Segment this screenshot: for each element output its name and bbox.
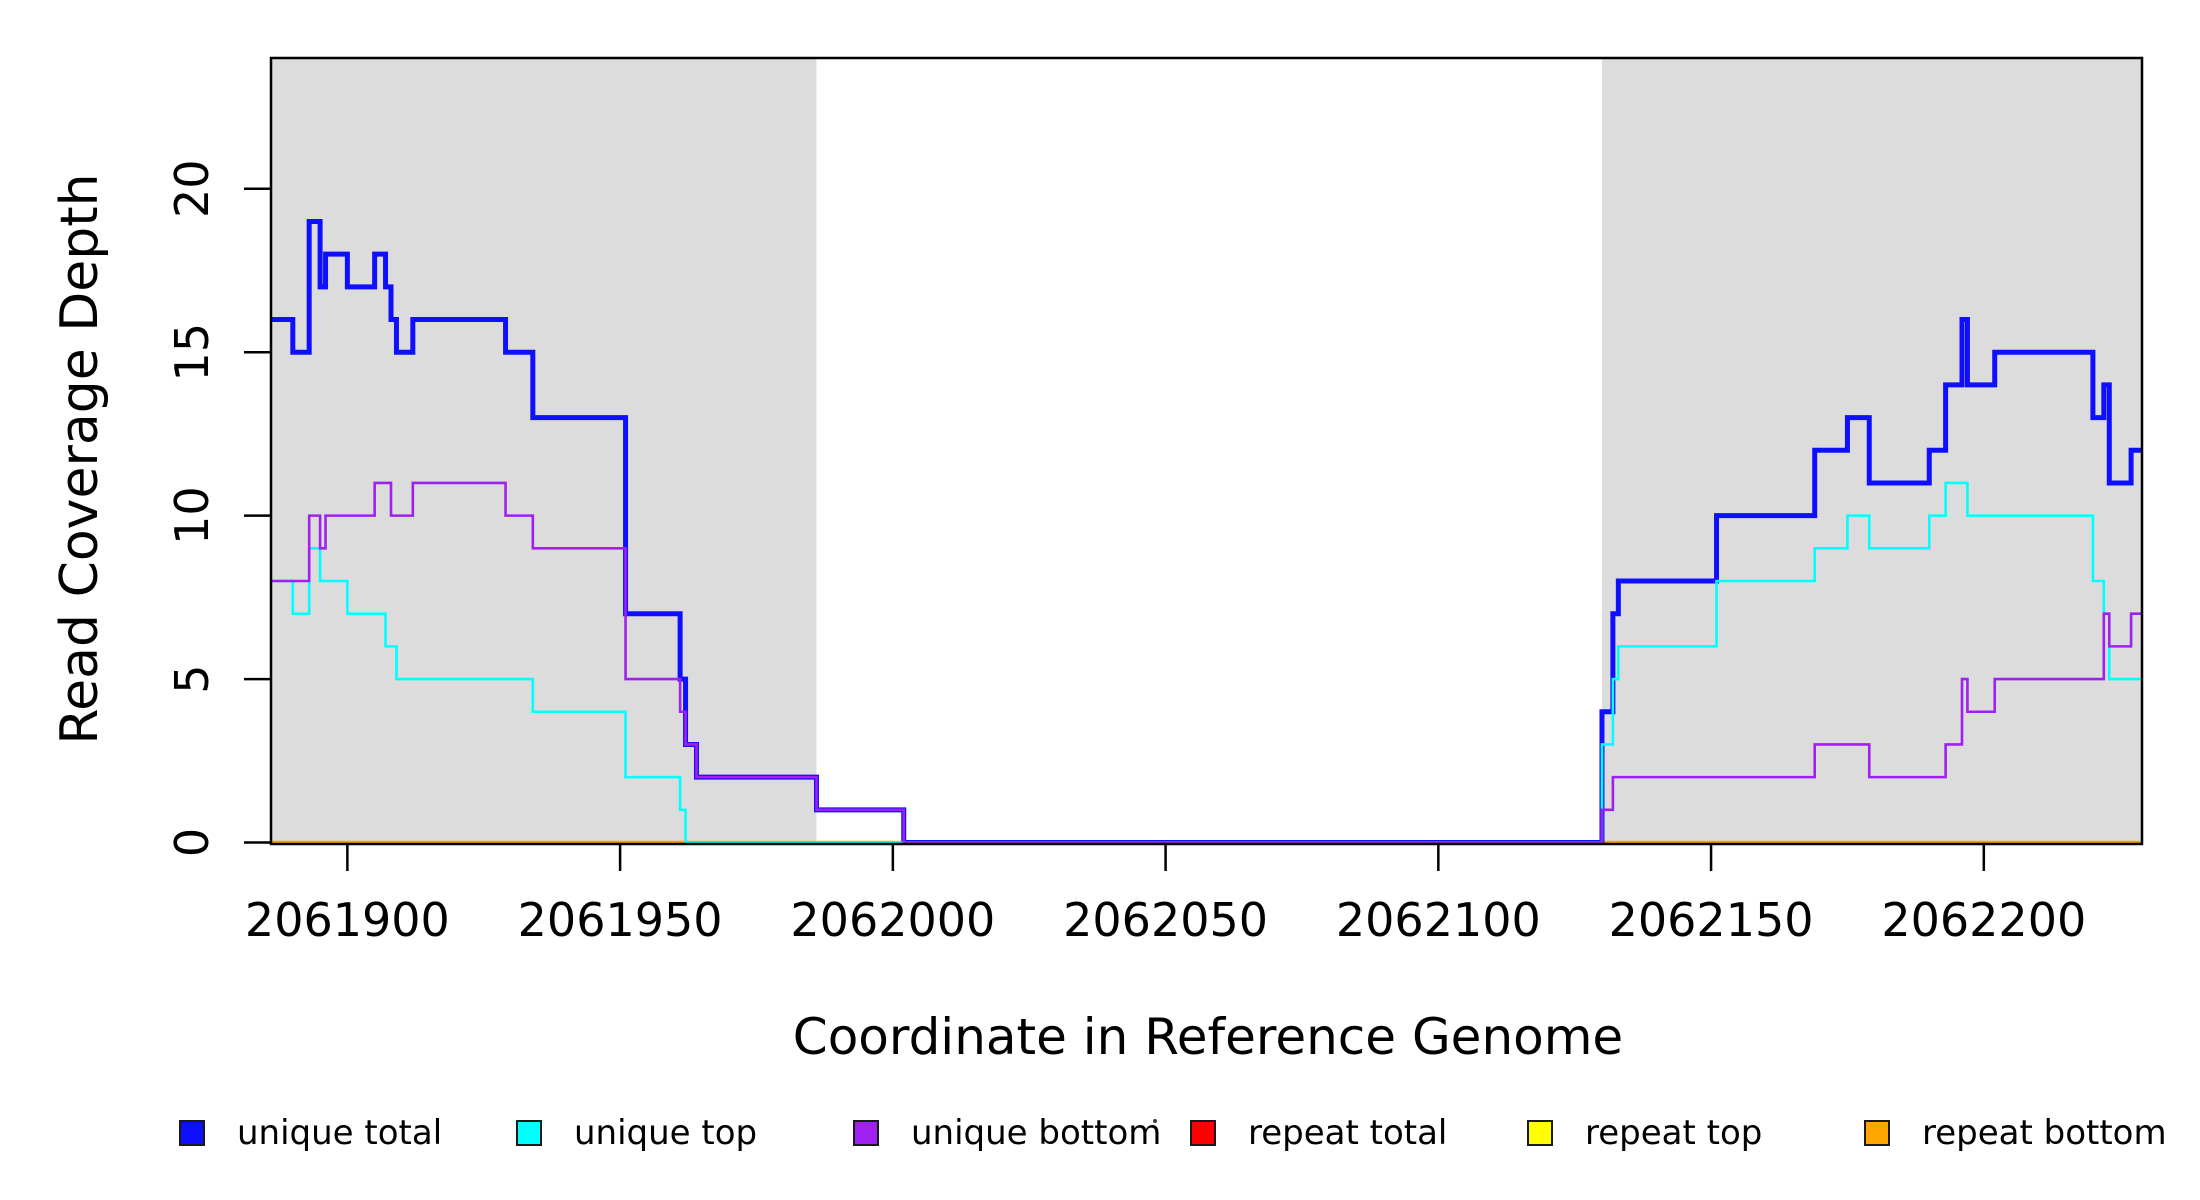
- y-tick-label: 5: [165, 664, 219, 693]
- y-tick-label: 10: [165, 486, 219, 545]
- aligned-region-shade: [271, 59, 817, 843]
- x-tick-label: 2062000: [790, 893, 995, 947]
- y-tick-label: 15: [165, 323, 219, 382]
- x-axis-title: Coordinate in Reference Genome: [792, 1008, 1624, 1066]
- y-axis-title: Read Coverage Depth: [50, 173, 110, 745]
- y-tick-label: 0: [165, 828, 219, 857]
- x-tick-label: 2062150: [1609, 893, 1814, 947]
- x-tick-label: 2062050: [1063, 893, 1268, 947]
- series-unique-top: [271, 481, 2142, 844]
- y-tick-label: 20: [165, 159, 219, 218]
- x-tick-label: 2061950: [518, 893, 723, 947]
- series-unique-bottom: [271, 481, 2142, 844]
- stray-dot-artifact: [1153, 1119, 1157, 1123]
- x-tick-label: 2061900: [245, 893, 450, 947]
- x-tick-label: 2062100: [1336, 893, 1541, 947]
- x-tick-label: 2062200: [1881, 893, 2086, 947]
- aligned-region-shade: [1601, 59, 2142, 843]
- plot-border: [269, 56, 2144, 846]
